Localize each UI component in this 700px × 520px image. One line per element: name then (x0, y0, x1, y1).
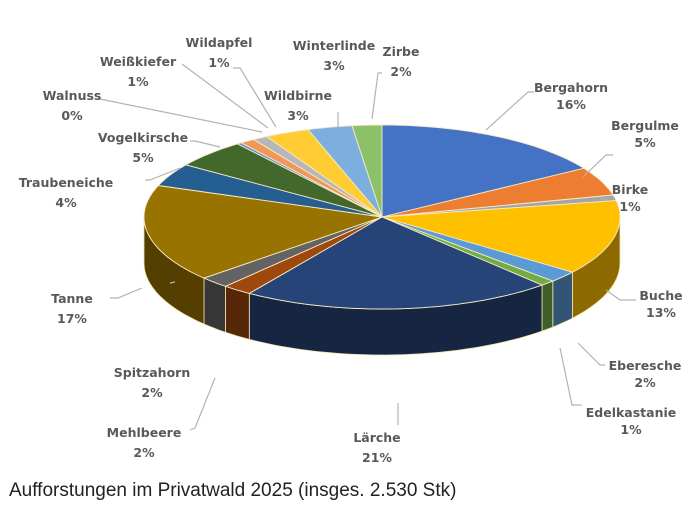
chart-caption: Aufforstungen im Privatwald 2025 (insges… (9, 480, 457, 501)
label-weisskiefer-pct: 1% (127, 74, 149, 89)
pie-slice-wildbirne (265, 129, 383, 218)
label-eberesche-name: Eberesche (609, 358, 682, 373)
label-birke-pct: 1% (619, 199, 641, 214)
label-buche-pct: 13% (646, 305, 676, 320)
pie-top-slices (143, 124, 621, 310)
label-tanne-name: Tanne (51, 291, 93, 306)
pie-side-8 (203, 277, 226, 333)
pie-side-7 (225, 285, 250, 340)
pie-slice-vogelkirsche (184, 143, 383, 218)
label-wildbirne-pct: 3% (287, 108, 309, 123)
label-edelkastanie-pct: 1% (620, 422, 642, 437)
pie-side-walls (143, 216, 621, 356)
label-walnuss-name: Walnuss (43, 88, 102, 103)
pie-slice-winterlinde (307, 125, 383, 218)
label-birke-name: Birke (612, 182, 648, 197)
label-eberesche-pct: 2% (634, 375, 656, 390)
label-walnuss-pct: 0% (61, 108, 83, 123)
label-winterlinde-name: Winterlinde (293, 38, 375, 53)
pie-slice-eberesche (381, 216, 574, 282)
label-wildapfel-pct: 1% (208, 55, 230, 70)
leader-lines (99, 63, 636, 431)
label-laerche-name: Lärche (353, 430, 400, 445)
label-traubeneiche-name: Traubeneiche (19, 175, 114, 190)
pie-side-4 (552, 271, 573, 328)
pie-slice-mehlbeere (224, 216, 383, 294)
label-laerche-pct: 21% (362, 450, 392, 465)
pie-slice-spitzahorn (202, 216, 383, 287)
pie-slice-buche (381, 200, 621, 273)
label-traubeneiche-pct: 4% (55, 195, 77, 210)
label-buche-name: Buche (639, 288, 682, 303)
label-bergahorn-pct: 16% (556, 97, 586, 112)
pie-slice-zirbe (351, 124, 383, 218)
label-mehlbeere-name: Mehlbeere (107, 425, 182, 440)
label-vogelkirsche-pct: 5% (132, 150, 154, 165)
pie-slice-lärche (248, 216, 544, 310)
label-spitzahorn-name: Spitzahorn (114, 365, 190, 380)
label-winterlinde-pct: 3% (323, 58, 345, 73)
pie-slice-traubeneiche (157, 164, 383, 218)
label-wildapfel-name: Wildapfel (186, 35, 253, 50)
pie-slice-bergahorn (381, 124, 585, 218)
label-bergahorn-name: Bergahorn (534, 80, 608, 95)
label-spitzahorn-pct: 2% (141, 385, 163, 400)
label-mehlbeere-pct: 2% (133, 445, 155, 460)
label-vogelkirsche-name: Vogelkirsche (98, 130, 188, 145)
data-labels: Bergahorn 16% Bergulme 5% Birke 1% Buche 13%… (19, 35, 683, 465)
label-zirbe-pct: 2% (390, 64, 412, 79)
label-zirbe-name: Zirbe (383, 44, 420, 59)
pie-chart-3d: Bergahorn 16% Bergulme 5% Birke 1% Buche 13%… (19, 35, 683, 465)
label-tanne-pct: 17% (57, 311, 87, 326)
label-bergulme-pct: 5% (634, 135, 656, 150)
label-weisskiefer-name: Weißkiefer (100, 54, 177, 69)
label-edelkastanie-name: Edelkastanie (586, 405, 677, 420)
pie-side-5 (541, 280, 554, 332)
label-bergulme-name: Bergulme (611, 118, 679, 133)
label-wildbirne-name: Wildbirne (264, 88, 332, 103)
